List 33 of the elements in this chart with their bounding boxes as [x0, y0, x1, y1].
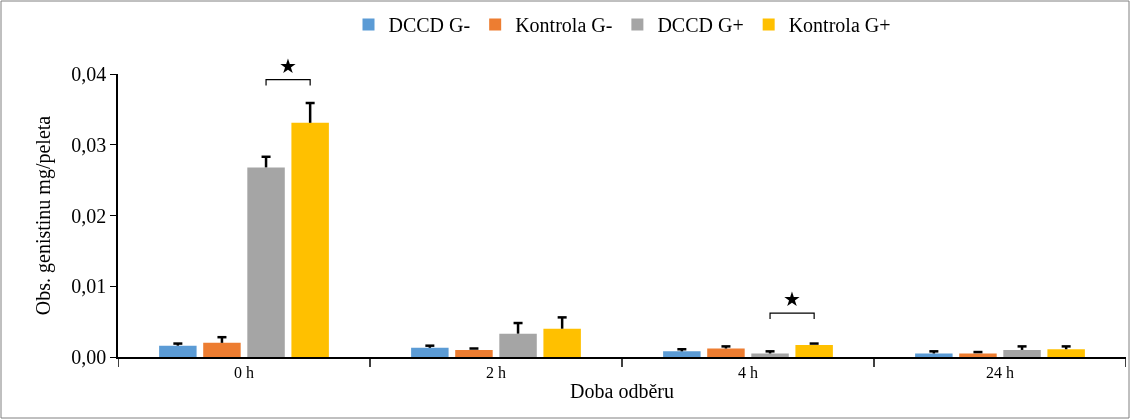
- legend-label: DCCD G-: [388, 14, 471, 37]
- bar: [543, 328, 581, 357]
- legend-label: DCCD G+: [657, 14, 744, 37]
- y-tick-label: 0,02: [71, 204, 107, 227]
- bar: [959, 353, 997, 357]
- bar: [1047, 349, 1085, 357]
- x-tick-label: 0 h: [234, 363, 254, 381]
- x-tick-label: 2 h: [486, 363, 506, 381]
- x-axis-title: Doba odběru: [570, 379, 674, 402]
- bar: [411, 347, 449, 357]
- y-tick-label: 0,00: [71, 346, 107, 368]
- bar: [291, 122, 329, 357]
- bar: [455, 349, 493, 357]
- y-tick-label: 0,03: [71, 133, 107, 156]
- bar: [915, 353, 953, 357]
- bar: [159, 345, 197, 357]
- y-tick-label: 0,04: [71, 63, 107, 85]
- y-tick-label: 0,01: [71, 275, 107, 298]
- bar: [499, 333, 537, 357]
- legend-label: Kontrola G+: [788, 14, 891, 37]
- annotation: ★: [279, 54, 297, 78]
- x-tick-label: 24 h: [986, 363, 1014, 381]
- y-axis-title: Obs. genistinu mg/peleta: [32, 115, 56, 316]
- bar: [707, 348, 745, 357]
- annotation: ★: [783, 287, 801, 311]
- x-tick-label: 4 h: [738, 363, 758, 381]
- bar: [247, 167, 285, 357]
- bar: [751, 353, 789, 357]
- bar: [1003, 349, 1041, 357]
- bar: [663, 351, 701, 357]
- legend-label: Kontrola G-: [515, 14, 613, 37]
- bar: [203, 342, 241, 357]
- bar: [795, 344, 833, 357]
